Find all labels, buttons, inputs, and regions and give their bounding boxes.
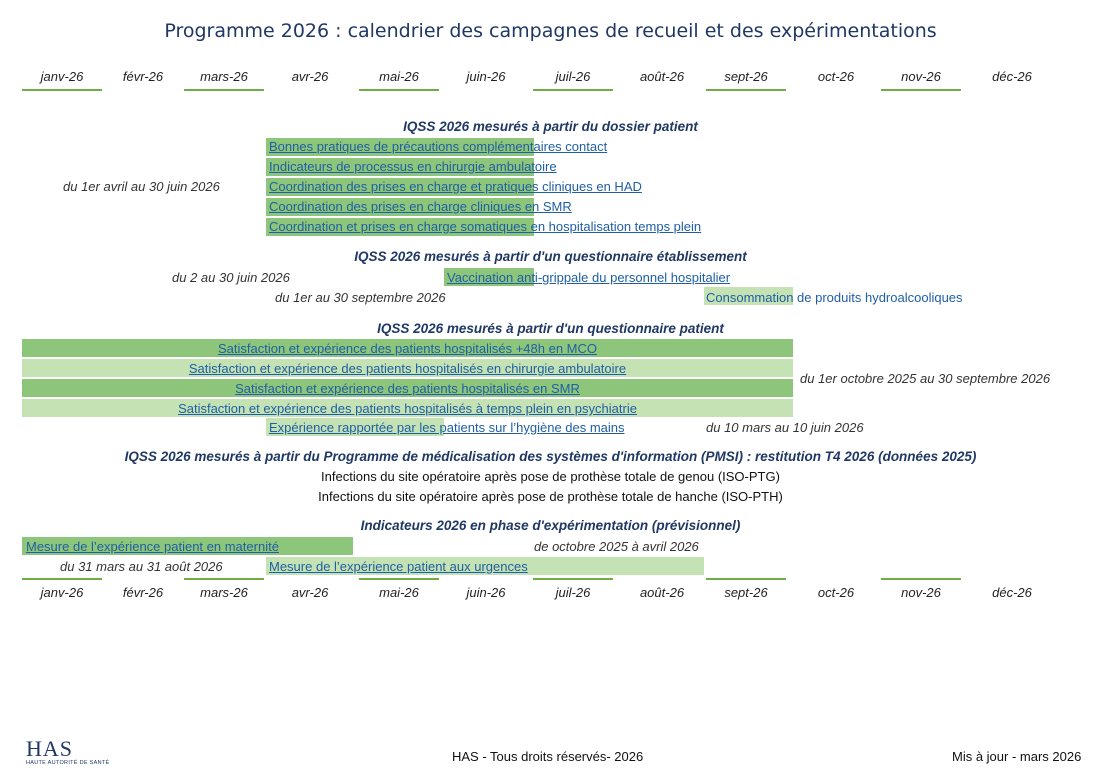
indicator-link[interactable]: Satisfaction et expérience des patients …: [217, 341, 598, 356]
month-underline: [533, 89, 613, 91]
month-label: déc-26: [992, 69, 1032, 84]
has-logo: HAS HAUTE AUTORITÉ DE SANTÉ: [26, 736, 110, 766]
indicator-link[interactable]: Satisfaction et expérience des patients …: [178, 401, 637, 416]
month-underline: [706, 578, 786, 580]
timeline-bar: [704, 287, 793, 305]
indicator-link[interactable]: Satisfaction et expérience des patients …: [188, 361, 627, 376]
month-label: juin-26: [466, 585, 506, 600]
section-heading-experimentation: Indicateurs 2026 en phase d'expérimentat…: [360, 518, 741, 533]
indicator-link[interactable]: Mesure de l’expérience patient aux urgen…: [269, 559, 528, 574]
indicator-link[interactable]: Coordination et prises en charge somatiq…: [269, 219, 702, 234]
footer-rights: HAS - Tous droits réservés- 2026: [452, 749, 644, 764]
page-title: Programme 2026 : calendrier des campagne…: [164, 20, 937, 42]
month-label: févr-26: [122, 69, 164, 84]
footer-updated: Mis à jour - mars 2026: [952, 749, 1082, 764]
timeline-bar: [22, 537, 353, 555]
timeline-bar: [22, 339, 793, 357]
month-label: nov-26: [901, 69, 941, 84]
month-label: janv-26: [40, 69, 84, 84]
period-label: du 1er octobre 2025 au 30 septembre 2026: [800, 371, 1051, 386]
month-label: nov-26: [901, 585, 941, 600]
timeline-bar: [22, 399, 793, 417]
month-label: janv-26: [40, 585, 84, 600]
month-underline: [706, 89, 786, 91]
month-underline: [22, 89, 102, 91]
month-label: juil-26: [555, 69, 591, 84]
month-label: sept-26: [724, 69, 768, 84]
period-label: du 1er au 30 septembre 2026: [275, 290, 446, 305]
timeline-bar: [22, 359, 793, 377]
month-label: oct-26: [817, 585, 855, 600]
indicator-label: Infections du site opératoire après pose…: [318, 489, 783, 504]
section-heading-patient: IQSS 2026 mesurés à partir d'un question…: [377, 321, 724, 336]
month-underline: [533, 578, 613, 580]
month-label: déc-26: [992, 585, 1032, 600]
month-label: avr-26: [291, 585, 329, 600]
month-label: juil-26: [555, 585, 591, 600]
period-label: du 10 mars au 10 juin 2026: [706, 420, 864, 435]
month-label: févr-26: [122, 585, 164, 600]
timeline-bar: [266, 138, 534, 156]
month-underline: [184, 89, 264, 91]
timeline-bar: [266, 178, 534, 196]
indicator-link[interactable]: Expérience rapportée par les patients su…: [269, 420, 625, 435]
indicator-link[interactable]: Indicateurs de processus en chirurgie am…: [269, 159, 557, 174]
month-underline: [184, 578, 264, 580]
logo-subtitle: HAUTE AUTORITÉ DE SANTÉ: [26, 760, 110, 766]
section-heading-etablissement: IQSS 2026 mesurés à partir d'un question…: [354, 249, 747, 264]
timeline-bar: [266, 218, 534, 236]
month-label: août-26: [639, 585, 685, 600]
timeline-bar: [444, 268, 534, 286]
period-label: de octobre 2025 à avril 2026: [534, 539, 699, 554]
month-underline: [359, 89, 439, 91]
month-label: août-26: [639, 69, 685, 84]
month-underline: [22, 578, 102, 580]
section-heading-dossier: IQSS 2026 mesurés à partir du dossier pa…: [403, 119, 698, 134]
period-label: du 1er avril au 30 juin 2026: [63, 179, 220, 194]
timeline-bar: [266, 418, 444, 436]
indicator-link[interactable]: Satisfaction et expérience des patients …: [235, 381, 580, 396]
timeline-bar: [22, 379, 793, 397]
month-underline: [359, 578, 439, 580]
month-label: mai-26: [379, 585, 419, 600]
logo-text: HAS: [26, 736, 74, 761]
month-underline: [881, 578, 961, 580]
section-heading-pmsi: IQSS 2026 mesurés à partir du Programme …: [124, 449, 977, 464]
indicator-label: Infections du site opératoire après pose…: [321, 469, 780, 484]
month-label: mai-26: [379, 69, 419, 84]
indicator-link[interactable]: Vaccination anti-grippale du personnel h…: [447, 270, 731, 285]
timeline-bar: [266, 198, 534, 216]
indicator-link[interactable]: Coordination des prises en charge et pra…: [269, 179, 642, 194]
month-label: sept-26: [724, 585, 768, 600]
month-label: oct-26: [817, 69, 855, 84]
indicator-link[interactable]: Coordination des prises en charge cliniq…: [269, 199, 572, 214]
timeline-bar: [266, 158, 534, 176]
indicator-link[interactable]: Mesure de l’expérience patient en matern…: [26, 539, 279, 554]
month-label: juin-26: [466, 69, 506, 84]
month-underline: [881, 89, 961, 91]
month-label: mars-26: [200, 69, 248, 84]
indicator-label: Consommation de produits hydroalcoolique…: [706, 290, 963, 305]
month-label: avr-26: [291, 69, 329, 84]
month-label: mars-26: [200, 585, 248, 600]
period-label: du 2 au 30 juin 2026: [172, 270, 290, 285]
timeline-bar: [266, 557, 704, 575]
period-label: du 31 mars au 31 août 2026: [60, 559, 223, 574]
indicator-link[interactable]: Bonnes pratiques de précautions compléme…: [269, 139, 608, 154]
